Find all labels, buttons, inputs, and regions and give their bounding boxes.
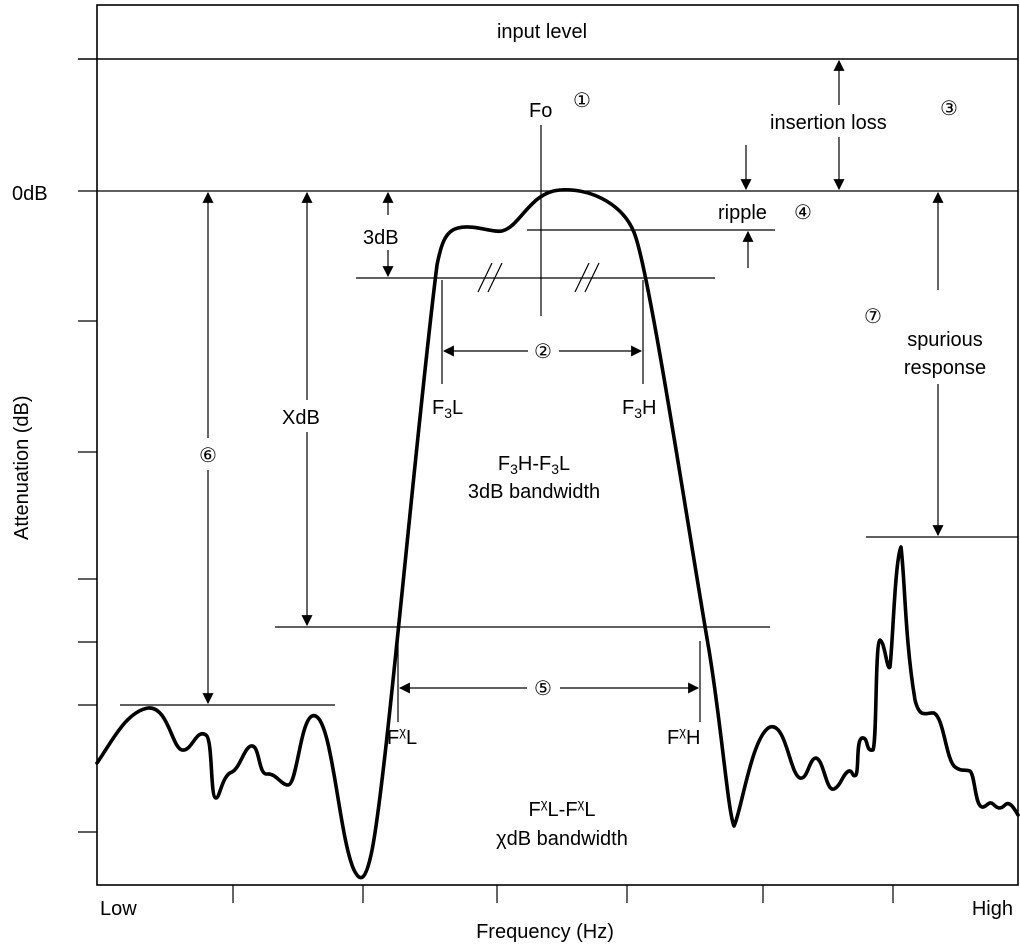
- f3l-label: F3L: [432, 397, 463, 421]
- x-db-label: XdB: [282, 407, 320, 429]
- y-axis-ticks: [78, 320, 97, 833]
- bandwidth-3db-formula: F3H-F3L: [498, 453, 570, 477]
- fxh-label: FχH: [667, 724, 701, 749]
- x-axis-label: Frequency (Hz): [476, 921, 614, 943]
- center-frequency-label: Fo: [529, 100, 552, 122]
- marker-2: ②: [534, 339, 552, 363]
- filter-response-curve: [95, 188, 1020, 880]
- marker-5: ⑤: [534, 676, 552, 700]
- y-axis-label: Attenuation (dB): [11, 395, 33, 540]
- f3h-label: F3H: [622, 397, 656, 421]
- insertion-loss-label: insertion loss: [770, 112, 887, 134]
- x-high-label: High: [972, 898, 1013, 920]
- plot-frame: [96, 4, 1019, 886]
- spurious-label-line1: spurious: [907, 329, 983, 351]
- marker-7: ⑦: [864, 304, 882, 328]
- marker-3: ③: [940, 96, 958, 120]
- spurious-label-line2: response: [904, 357, 986, 379]
- three-db-label: 3dB: [363, 227, 399, 249]
- break-marks: [477, 262, 600, 293]
- bandwidth-3db-caption: 3dB bandwidth: [468, 481, 600, 503]
- marker-6: ⑥: [199, 443, 217, 467]
- zero-db-label: 0dB: [12, 183, 48, 205]
- x-low-label: Low: [100, 898, 137, 920]
- x-axis-ticks: [232, 885, 894, 903]
- marker-1: ①: [573, 88, 591, 112]
- marker-4: ④: [794, 200, 812, 224]
- ripple-label: ripple: [718, 202, 767, 224]
- fxl-label: FχL: [387, 724, 417, 749]
- bandwidth-xdb-formula: FχL-FχL: [528, 796, 595, 821]
- input-level-label: input level: [497, 21, 587, 43]
- bandwidth-xdb-caption: χdB bandwidth: [496, 828, 628, 850]
